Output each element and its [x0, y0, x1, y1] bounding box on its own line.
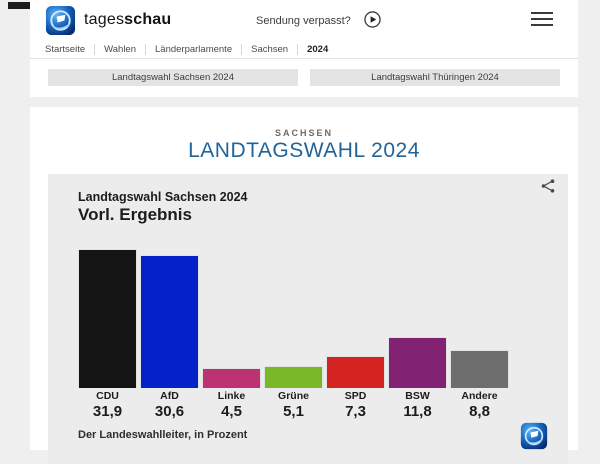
page-title: LANDTAGSWAHL 2024	[188, 139, 420, 162]
bar-linke	[202, 368, 261, 388]
tagesschau-logo-icon[interactable]	[45, 5, 76, 36]
bar-chart	[78, 249, 518, 388]
bar-value-linke: 4,5	[221, 403, 242, 420]
bar-label-spd: SPD	[344, 390, 367, 402]
bar-values-row: 31,9 30,6 4,5 5,1 7,3 11,8 8,8	[78, 403, 518, 420]
brand-prefix: tages	[84, 11, 125, 28]
breadcrumb-item-l-nderparlamente[interactable]: Länderparlamente	[146, 44, 243, 55]
bar-label-grüne: Grüne	[278, 390, 309, 402]
sendung-verpasst-link[interactable]: Sendung verpasst?	[256, 15, 351, 27]
breadcrumb: Startseite Wahlen Länderparlamente Sachsen 2…	[45, 44, 337, 55]
tagesschau-logo-icon	[520, 422, 548, 450]
bar-bsw	[388, 337, 447, 388]
bar-andere	[450, 350, 509, 388]
bar-label-andere: Andere	[461, 390, 498, 402]
bar-value-afd: 30,6	[154, 403, 185, 420]
result-chart-card: Landtagswahl Sachsen 2024 Vorl. Ergebnis…	[48, 174, 568, 464]
brand-suffix: schau	[124, 11, 172, 28]
bar-label-afd: AfD	[160, 390, 179, 402]
kicker: SACHSEN	[274, 128, 333, 138]
breadcrumb-item-2024[interactable]: 2024	[307, 44, 329, 55]
breadcrumb-item-wahlen[interactable]: Wahlen	[95, 44, 146, 55]
election-tabs: Landtagswahl Sachsen 2024 Landtagswahl Th…	[48, 69, 560, 86]
bar-value-cdu: 31,9	[92, 403, 123, 420]
bar-value-grüne: 5,1	[283, 403, 304, 420]
breadcrumb-item-startseite[interactable]: Startseite	[45, 44, 96, 55]
bar-value-bsw: 11,8	[403, 403, 432, 420]
site-header: tagesschau Sendung verpasst? Startseite W…	[30, 0, 578, 97]
tab-landtagswahl-sachsen-2024[interactable]: Landtagswahl Sachsen 2024	[48, 69, 298, 86]
bar-grüne	[264, 366, 323, 388]
main-content: SACHSEN LANDTAGSWAHL 2024 Landtagswahl S…	[30, 107, 578, 464]
bar-value-andere: 8,8	[469, 403, 490, 420]
bar-label-linke: Linke	[217, 390, 246, 402]
tab-landtagswahl-th-ringen-2024[interactable]: Landtagswahl Thüringen 2024	[310, 69, 560, 86]
bar-afd	[140, 255, 199, 388]
chart-source: Der Landeswahlleiter, in Prozent	[78, 429, 248, 441]
bar-label-cdu: CDU	[96, 390, 119, 402]
brand-wordmark[interactable]: tagesschau	[84, 11, 171, 29]
bar-value-spd: 7,3	[345, 403, 366, 420]
breadcrumb-divider	[30, 58, 578, 59]
chart-title: Landtagswahl Sachsen 2024	[78, 190, 248, 204]
play-icon[interactable]	[364, 11, 381, 28]
top-left-dark-bar	[8, 2, 33, 9]
bar-label-bsw: BSW	[405, 390, 430, 402]
share-icon[interactable]	[540, 178, 556, 194]
chart-subtitle: Vorl. Ergebnis	[78, 205, 192, 224]
bar-spd	[326, 356, 385, 388]
menu-icon[interactable]	[531, 12, 553, 28]
bar-cdu	[78, 249, 137, 388]
breadcrumb-item-sachsen[interactable]: Sachsen	[242, 44, 299, 55]
bar-labels-row: CDU AfD Linke Grüne SPD BSW Andere	[78, 390, 518, 402]
